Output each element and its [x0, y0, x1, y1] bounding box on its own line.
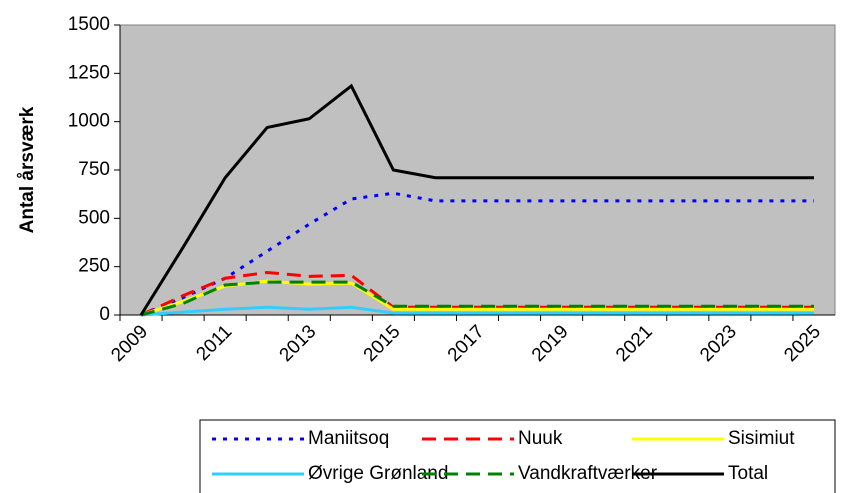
- x-tick-label: 2009: [107, 321, 152, 366]
- legend-label: Total: [728, 463, 768, 484]
- x-tick-label: 2021: [612, 321, 657, 366]
- legend-label: Maniitsoq: [308, 428, 389, 449]
- legend-label: Vandkraftværker: [518, 463, 658, 484]
- legend-label: Øvrige Grønland: [308, 463, 448, 484]
- x-tick-label: 2019: [528, 321, 573, 366]
- x-tick-label: 2013: [276, 321, 321, 366]
- y-tick-label: 250: [78, 256, 110, 277]
- y-tick-label: 1250: [68, 62, 110, 83]
- x-tick-label: 2011: [192, 321, 236, 365]
- y-tick-label: 750: [78, 159, 110, 180]
- legend: [199, 419, 836, 493]
- y-tick-label: 1000: [68, 111, 110, 132]
- legend-label: Nuuk: [518, 428, 563, 449]
- legend-label: Sisimiut: [728, 428, 795, 449]
- x-tick-label: 2025: [780, 321, 825, 366]
- y-tick-label: 500: [78, 207, 110, 228]
- plot-area: [119, 24, 836, 316]
- series-line: [139, 83, 814, 316]
- x-tick-label: 2015: [360, 321, 405, 366]
- series-line: [140, 305, 814, 317]
- y-axis-label: Antal årsværk: [17, 106, 38, 233]
- series-line: [140, 280, 814, 317]
- y-tick-label: 1500: [68, 14, 110, 35]
- x-tick-label: 2017: [444, 321, 489, 366]
- x-tick-label: 2023: [696, 321, 741, 366]
- y-tick-label: 0: [99, 304, 110, 325]
